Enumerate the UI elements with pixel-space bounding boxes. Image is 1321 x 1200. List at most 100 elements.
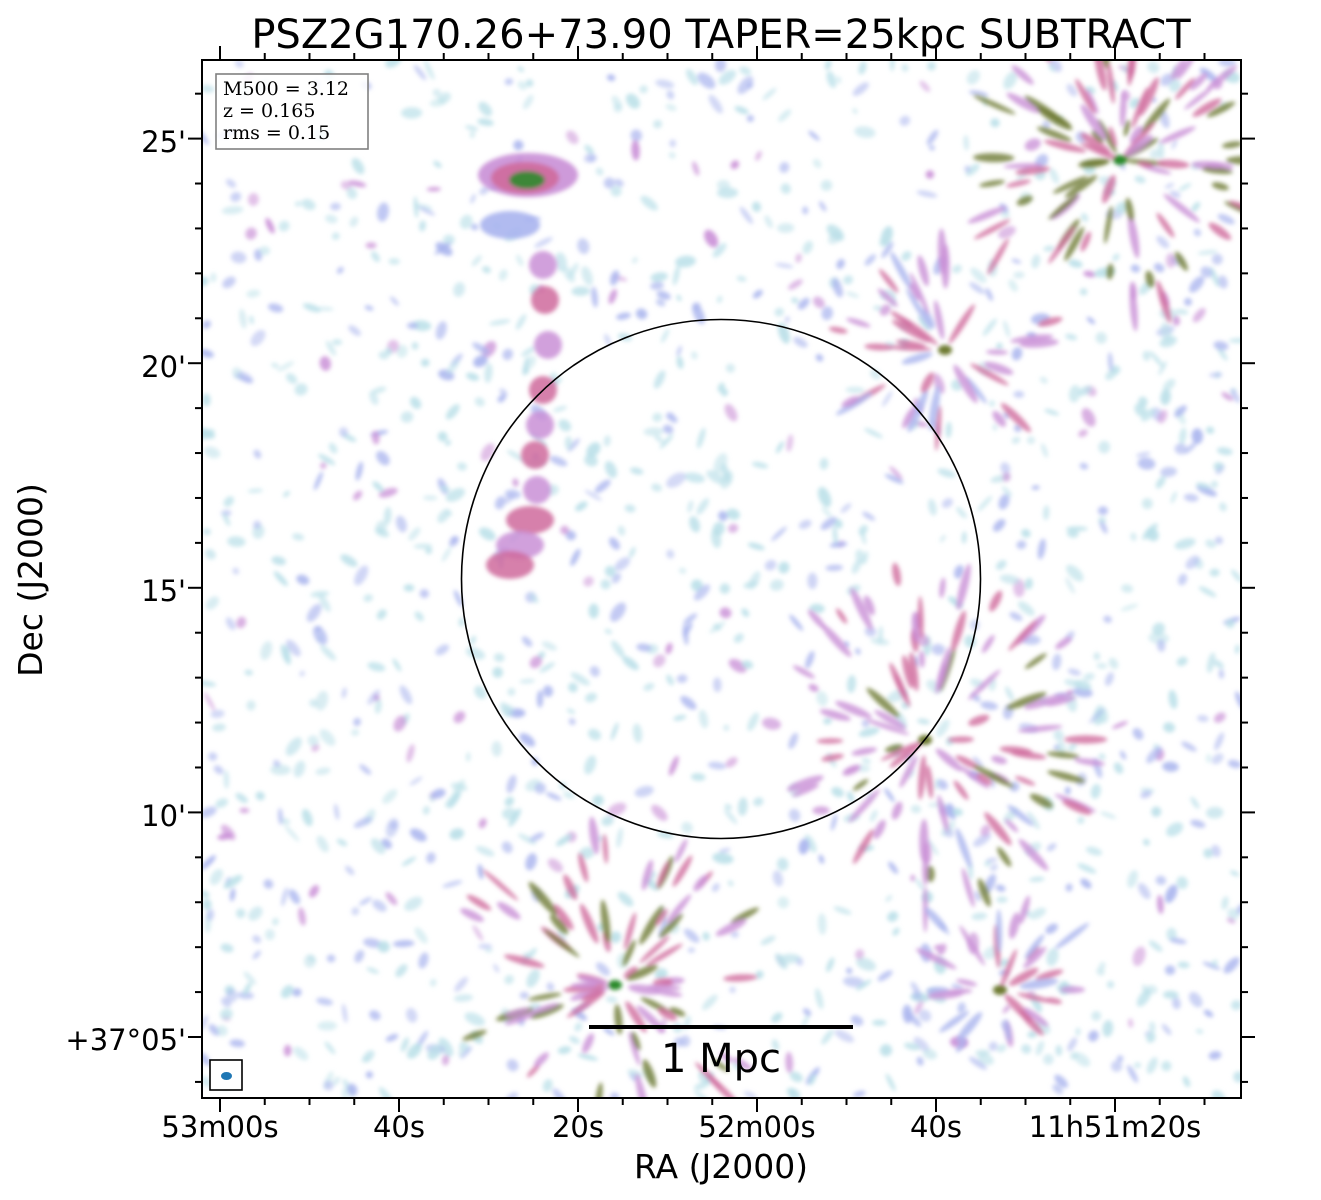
noise-blob	[877, 970, 893, 982]
noise-blob	[878, 238, 886, 248]
noise-blob	[1052, 653, 1062, 671]
noise-blob	[1041, 443, 1048, 458]
noise-blob	[774, 307, 784, 317]
noise-blob	[668, 152, 676, 159]
noise-blob	[445, 488, 466, 502]
noise-blob	[413, 196, 419, 218]
artifact-streak	[1225, 156, 1241, 165]
noise-blob	[936, 719, 950, 738]
noise-blob	[676, 356, 684, 369]
artifact-streak	[1024, 653, 1047, 669]
noise-blob	[560, 525, 570, 535]
noise-blob	[1160, 322, 1172, 343]
noise-blob	[529, 655, 543, 669]
noise-blob	[729, 986, 736, 993]
noise-blob	[1218, 669, 1225, 679]
noise-blob	[227, 536, 246, 547]
noise-blob	[1065, 883, 1073, 892]
noise-blob	[1011, 436, 1021, 444]
artifact-streak	[1062, 799, 1092, 815]
noise-blob	[793, 336, 808, 348]
noise-blob	[1029, 876, 1045, 882]
artifact-streak	[543, 929, 580, 958]
noise-blob	[453, 589, 463, 607]
noise-blob	[1213, 341, 1229, 351]
noise-blob	[319, 729, 336, 746]
noise-blob	[1146, 984, 1158, 994]
noise-blob	[658, 918, 668, 938]
info-m500: M500 = 3.12	[223, 78, 349, 100]
noise-blob	[804, 834, 817, 853]
artifact-streak	[1081, 158, 1111, 166]
noise-blob	[989, 400, 995, 407]
noise-blob	[737, 797, 748, 816]
noise-blob	[726, 508, 740, 520]
noise-blob	[294, 201, 302, 207]
noise-blob	[206, 909, 215, 921]
noise-blob	[1083, 270, 1096, 278]
noise-blob	[1068, 742, 1077, 752]
noise-blob	[493, 653, 505, 663]
noise-blob	[1024, 577, 1033, 590]
noise-blob	[1065, 690, 1074, 697]
artifact-streak	[602, 833, 609, 864]
noise-blob	[885, 894, 893, 903]
noise-blob	[1205, 426, 1215, 434]
artifact-streak	[1055, 636, 1072, 650]
artifact-streak	[841, 396, 859, 408]
noise-blob	[776, 857, 789, 871]
noise-blob	[534, 237, 553, 248]
noise-blob	[1162, 990, 1179, 999]
noise-blob	[1003, 71, 1018, 90]
noise-blob	[513, 140, 524, 151]
noise-blob	[280, 985, 294, 999]
noise-blob	[363, 594, 374, 602]
noise-blob	[353, 717, 361, 727]
noise-blob	[280, 644, 291, 665]
noise-blob	[1149, 149, 1160, 160]
noise-blob	[719, 848, 731, 853]
noise-blob	[450, 535, 459, 543]
artifact-streak	[890, 251, 913, 291]
noise-blob	[933, 777, 940, 791]
noise-blob	[588, 603, 599, 619]
noise-blob	[964, 165, 971, 173]
noise-blob	[829, 541, 848, 548]
noise-blob	[973, 890, 982, 902]
noise-blob	[678, 567, 687, 574]
noise-blob	[1102, 1020, 1114, 1037]
artifact-streak	[973, 765, 1014, 788]
noise-blob	[570, 548, 581, 567]
artifact-streak	[951, 610, 966, 652]
noise-blob	[517, 80, 527, 91]
noise-blob	[963, 135, 969, 151]
artifact-streak	[534, 1052, 549, 1068]
noise-blob	[369, 1010, 381, 1021]
artifact-streak	[1192, 98, 1222, 117]
artifact-streak	[948, 736, 974, 743]
artifact-streak	[526, 1063, 541, 1078]
noise-blob	[479, 185, 490, 195]
noise-blob	[519, 678, 536, 684]
noise-blob	[413, 543, 433, 549]
noise-blob	[1172, 997, 1181, 1010]
noise-blob	[223, 874, 243, 889]
noise-blob	[704, 229, 719, 248]
noise-blob	[827, 230, 842, 245]
artifact-streak	[1008, 619, 1038, 651]
artifact-streak	[927, 990, 964, 1000]
noise-blob	[604, 461, 617, 478]
plot-frame	[201, 59, 1242, 1099]
noise-blob	[751, 461, 769, 469]
noise-blob	[1096, 662, 1108, 669]
noise-blob	[318, 453, 336, 466]
noise-blob	[1199, 67, 1218, 83]
artifact-streak	[1206, 65, 1237, 91]
artifact-streak	[1019, 978, 1059, 990]
noise-blob	[319, 356, 331, 371]
noise-blob	[1115, 201, 1129, 214]
noise-blob	[280, 818, 291, 825]
noise-blob	[1148, 940, 1163, 952]
noise-blob	[716, 295, 723, 304]
artifact-streak	[1163, 193, 1200, 223]
